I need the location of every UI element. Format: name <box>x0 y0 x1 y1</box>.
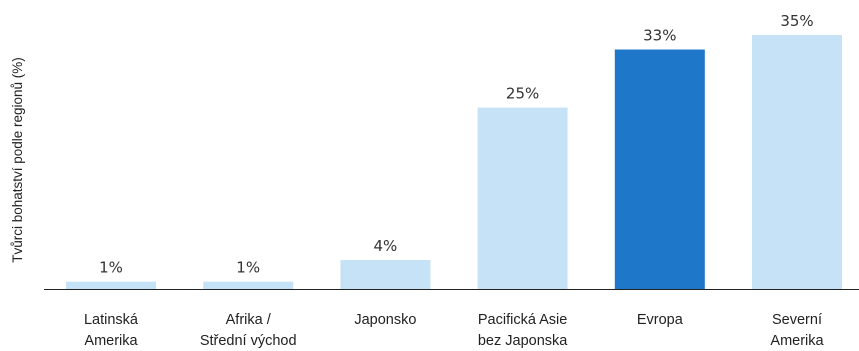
bar-value-label-4: 33% <box>643 27 676 45</box>
bar-value-label-0: 1% <box>99 259 123 277</box>
y-axis-label: Tvůrci bohatství podle regionů (%) <box>10 57 25 263</box>
bar-value-label-2: 4% <box>374 237 398 255</box>
bar-4 <box>614 49 705 289</box>
bar-0 <box>66 281 156 289</box>
category-label-0: Latinská Amerika <box>84 312 139 349</box>
category-label-5: Severní Amerika <box>770 312 824 349</box>
category-label-3: Pacifická Asie bez Japonska <box>478 312 568 349</box>
category-label-1: Afrika / Střední východ <box>200 312 297 349</box>
bar-1 <box>203 281 294 289</box>
labels-layer: 1% Latinská Amerika 1% Afrika / Střední výcho… <box>84 12 825 349</box>
bar-value-label-1: 1% <box>236 259 260 277</box>
category-label-2: Japonsko <box>354 312 416 328</box>
category-label-4: Evropa <box>637 312 684 328</box>
bar-3 <box>477 107 568 289</box>
bars-layer <box>66 35 842 289</box>
bar-2 <box>340 260 431 289</box>
bar-value-label-3: 25% <box>506 85 539 103</box>
bar-5 <box>752 35 842 289</box>
bar-value-label-5: 35% <box>780 12 813 30</box>
